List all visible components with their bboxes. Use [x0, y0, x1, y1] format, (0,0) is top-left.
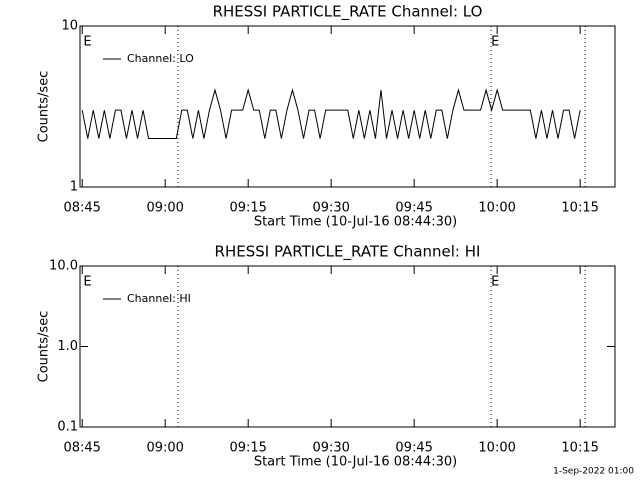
- y-tick-label: 10: [61, 19, 78, 34]
- y-axis-label: Counts/sec: [37, 71, 52, 143]
- y-tick-label: 10.0: [49, 259, 78, 274]
- x-tick-label: 10:15: [561, 441, 598, 456]
- x-tick-label: 09:00: [146, 441, 183, 456]
- x-tick-label: 09:30: [312, 201, 349, 216]
- x-tick-label: 08:45: [63, 201, 100, 216]
- event-label: E: [491, 275, 499, 290]
- y-tick-label: 1: [70, 180, 78, 195]
- x-tick-label: 09:45: [395, 441, 432, 456]
- legend-label: Channel: LO: [127, 52, 194, 65]
- footer: 1-Sep-2022 01:00: [553, 467, 634, 477]
- event-label: E: [83, 35, 91, 50]
- plot-frame: [79, 25, 616, 188]
- x-tick-label: 10:00: [478, 441, 515, 456]
- x-tick-label: 10:00: [478, 201, 515, 216]
- x-tick-label: 09:45: [395, 201, 432, 216]
- x-axis-label: Start Time (10-Jul-16 08:44:30): [254, 215, 457, 230]
- chart-title: RHESSI PARTICLE_RATE Channel: HI: [215, 243, 481, 262]
- chart-title: RHESSI PARTICLE_RATE Channel: LO: [213, 3, 483, 22]
- x-tick-label: 09:00: [146, 201, 183, 216]
- x-axis-label: Start Time (10-Jul-16 08:44:30): [254, 455, 457, 470]
- x-tick-label: 10:15: [561, 201, 598, 216]
- data-line: [81, 88, 581, 140]
- x-tick-label: 09:15: [229, 441, 266, 456]
- event-label: E: [83, 275, 91, 290]
- legend-label: Channel: HI: [127, 292, 191, 305]
- y-axis-label: Counts/sec: [37, 311, 52, 383]
- y-tick-label: 0.1: [57, 420, 78, 435]
- x-tick-label: 09:30: [312, 441, 349, 456]
- y-tick-label: 1.0: [57, 339, 78, 354]
- x-tick-label: 09:15: [229, 201, 266, 216]
- x-tick-label: 08:45: [63, 441, 100, 456]
- event-label: E: [491, 35, 499, 50]
